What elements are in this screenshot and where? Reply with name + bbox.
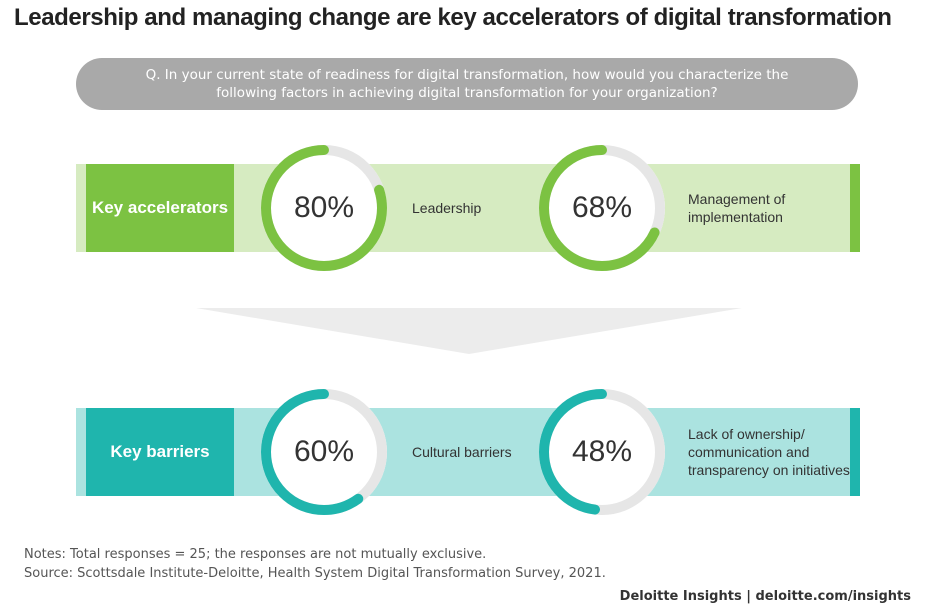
donut-arc [261, 145, 387, 271]
donut-leadership: 80% [258, 142, 390, 274]
value-label: 48% [571, 435, 633, 468]
publisher-credit: Deloitte Insights | deloitte.com/insight… [619, 589, 911, 604]
band-end-cap [850, 408, 860, 496]
survey-question: Q. In your current state of readiness fo… [76, 58, 858, 110]
accelerators-band: Key accelerators 80% Leadership 68% Mana… [76, 145, 860, 271]
factor-label: Lack of ownership/ communication and tra… [688, 408, 850, 496]
value-label: 60% [293, 435, 355, 468]
factor-label: Leadership [412, 200, 482, 216]
factor-label: Management of implementation [688, 164, 785, 252]
value-label: 80% [293, 191, 355, 224]
chart-title: Leadership and managing change are key a… [14, 4, 892, 31]
factor-label-line: Management of [688, 191, 786, 207]
source-text: Source: Scottsdale Institute-Deloitte, H… [24, 566, 606, 581]
factor-label: Cultural barriers [412, 444, 512, 460]
group-label: Key accelerators [86, 164, 234, 252]
barriers-band: Key barriers 60% Cultural barriers 48% L… [76, 389, 860, 515]
donut-background [539, 389, 665, 515]
donut-arc [261, 389, 387, 515]
notes-text: Notes: Total responses = 25; the respons… [24, 547, 487, 562]
notes-block: Notes: Total responses = 25; the respons… [24, 545, 606, 583]
factor-label-line: communication and [688, 444, 810, 460]
factor-label-line: transparency on initiatives [688, 462, 850, 478]
down-arrow-shape [196, 308, 742, 354]
donut-management: 68% [536, 142, 668, 274]
factor-label-line: Lack of ownership/ [688, 426, 805, 442]
donut-arc [539, 389, 665, 515]
donut-background [539, 145, 665, 271]
donut-cultural: 60% [258, 386, 390, 518]
donut-arc [539, 145, 665, 271]
donut-background [261, 389, 387, 515]
donut-ownership: 48% [536, 386, 668, 518]
factor-label-line: implementation [688, 209, 783, 225]
band-end-cap [850, 164, 860, 252]
donut-background [261, 145, 387, 271]
value-label: 68% [571, 191, 633, 224]
group-label: Key barriers [86, 408, 234, 496]
